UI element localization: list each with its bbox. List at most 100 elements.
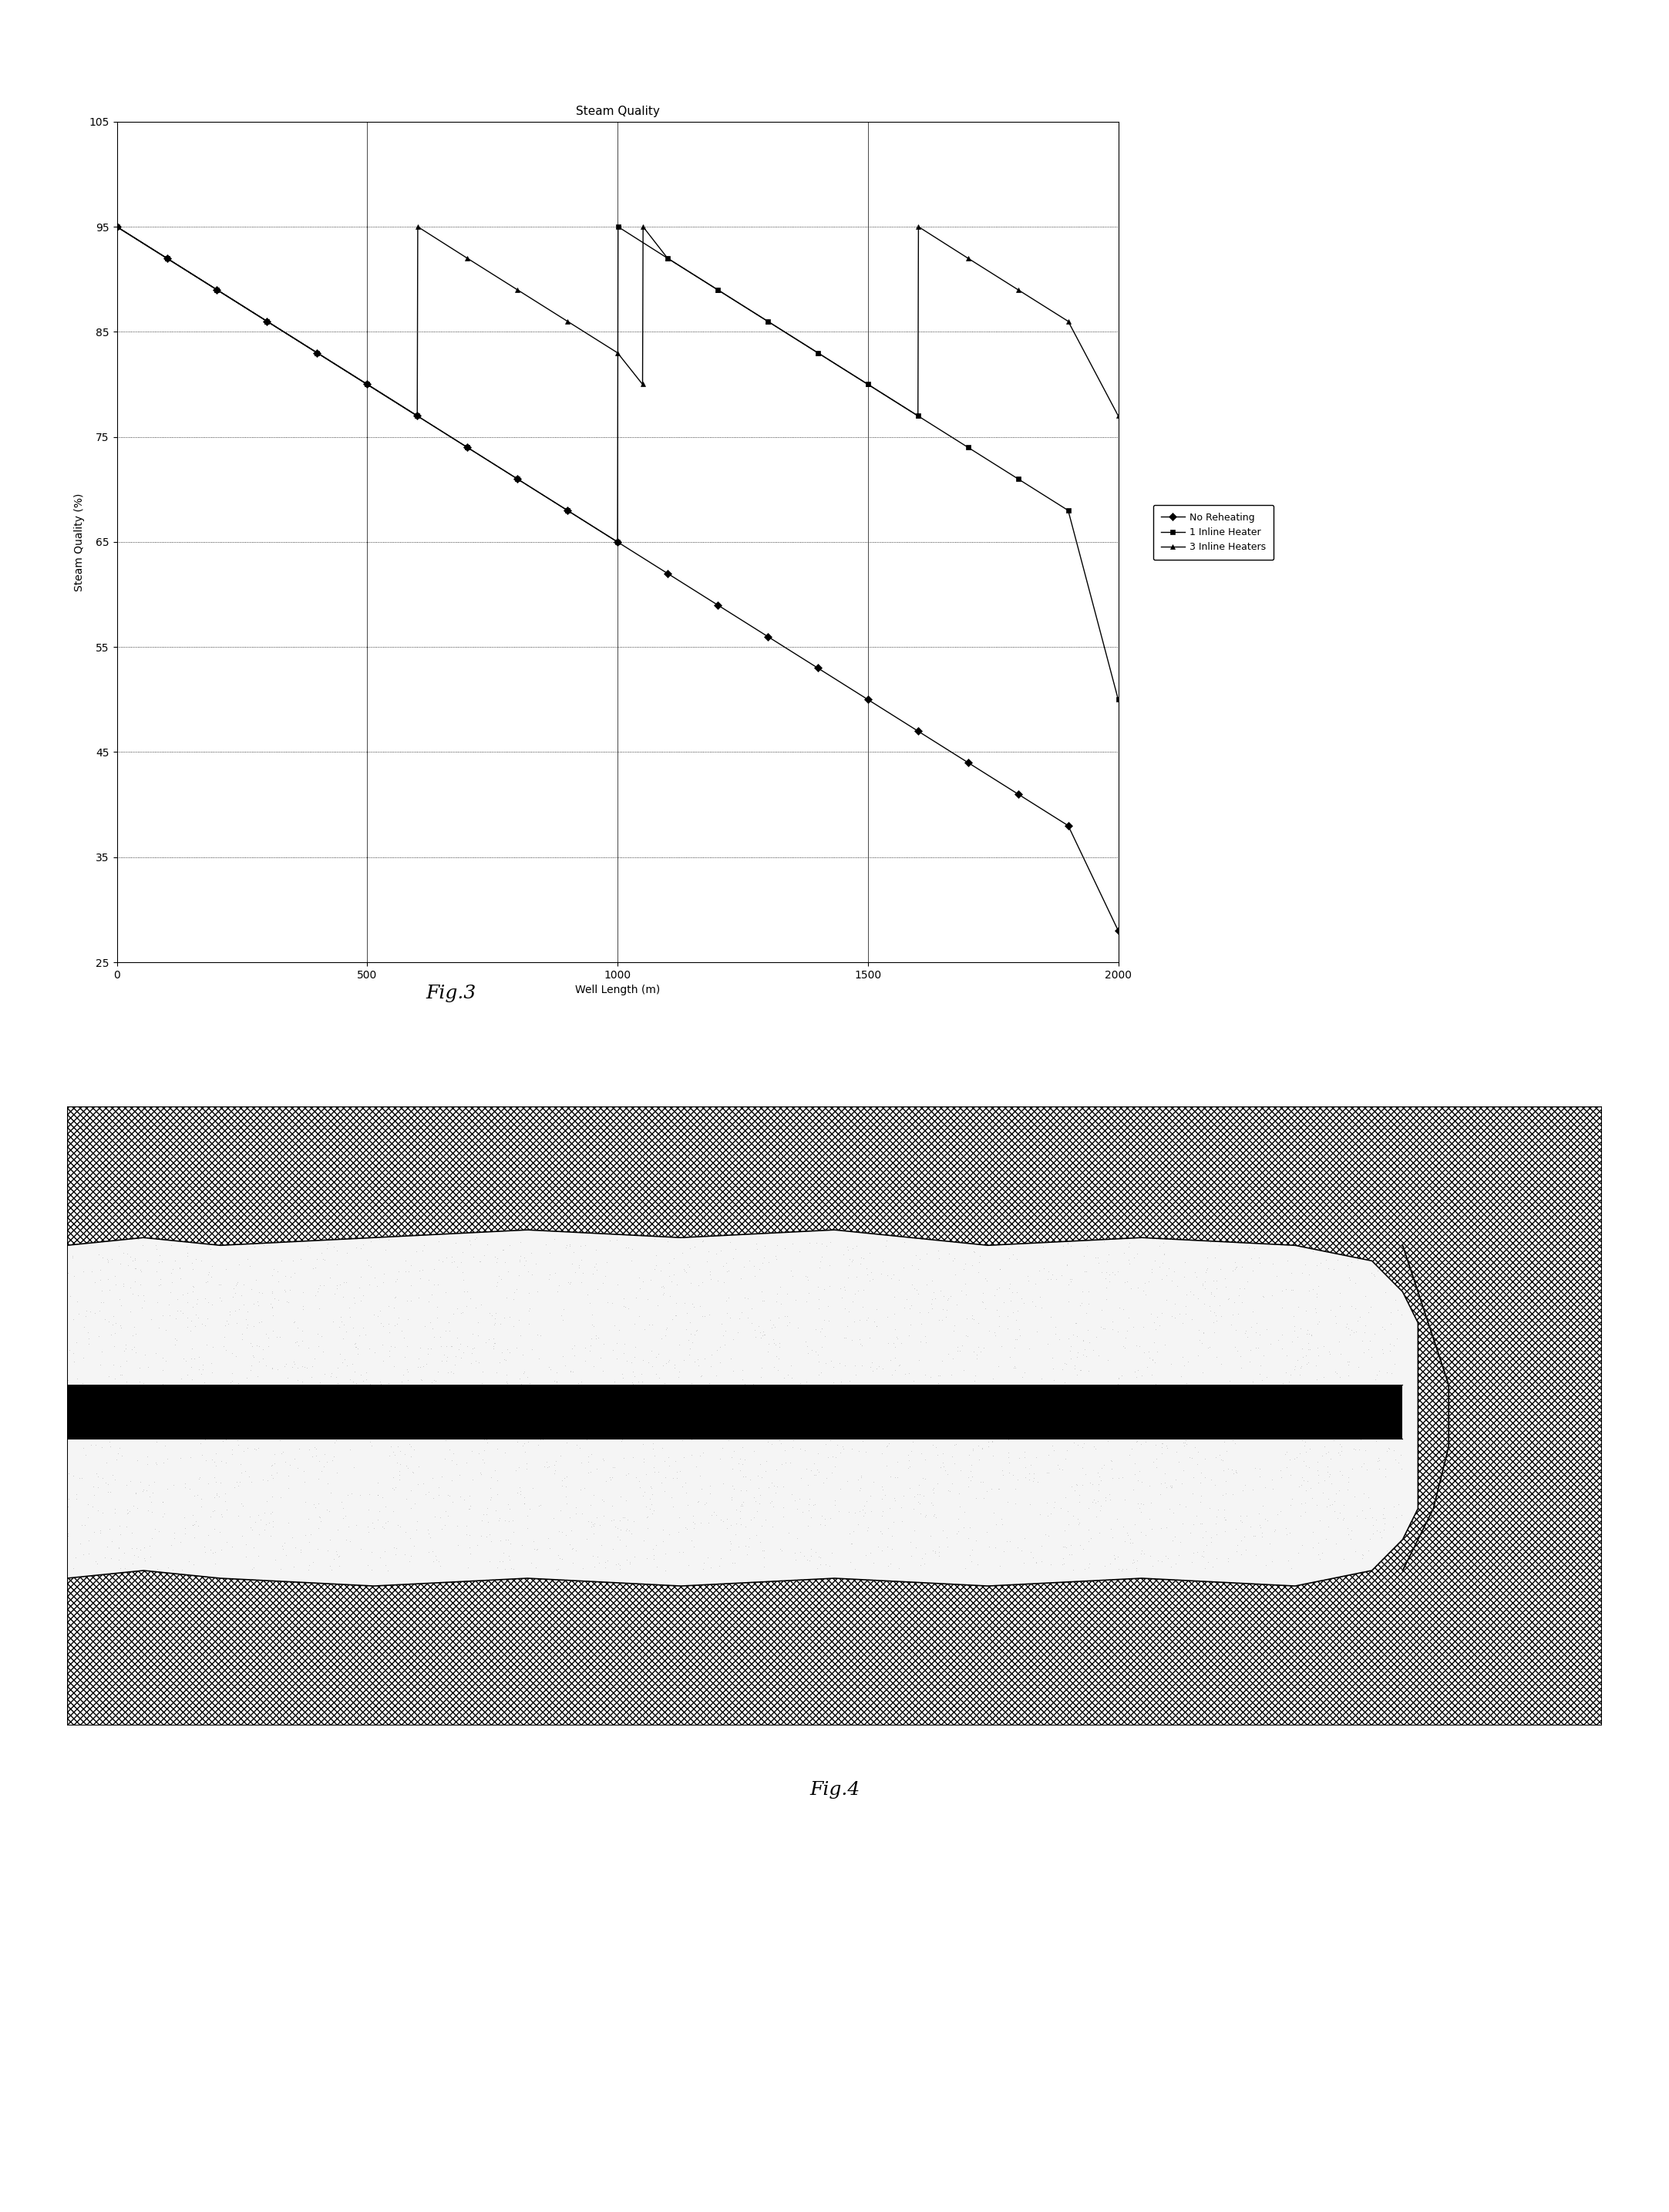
Point [484,1431,511,1467]
Point [240,1405,267,1440]
Point [958,1533,985,1568]
Point [270,1531,297,1566]
Point [392,1482,419,1517]
Point [1337,1380,1364,1416]
Point [1080,1482,1107,1517]
Point [891,1394,918,1429]
Point [1350,1537,1377,1573]
Point [1288,1338,1315,1374]
Point [381,1460,407,1495]
Point [100,1298,127,1334]
Point [1058,1340,1085,1376]
Point [773,1444,799,1480]
Point [1180,1460,1207,1495]
Point [1365,1451,1392,1486]
Point [1028,1360,1055,1396]
Point [890,1369,916,1405]
Point [441,1356,467,1391]
Point [145,1513,172,1548]
Point [819,1365,846,1400]
Point [434,1391,461,1427]
Point [623,1396,649,1431]
Point [355,1248,382,1283]
Point [62,1540,88,1575]
Point [320,1438,347,1473]
Point [1058,1537,1085,1573]
Point [786,1234,813,1270]
Point [416,1283,442,1318]
Point [753,1444,779,1480]
Point [394,1354,421,1389]
Point [1028,1544,1055,1579]
Point [529,1422,556,1458]
Point [921,1498,948,1533]
Point [1222,1425,1248,1460]
Point [1364,1422,1390,1458]
Point [145,1267,172,1303]
Point [629,1389,656,1425]
Point [362,1411,389,1447]
Point [1051,1528,1078,1564]
Point [1145,1542,1172,1577]
Point [1222,1389,1248,1425]
Point [469,1502,496,1537]
Point [118,1276,145,1312]
Point [267,1480,294,1515]
No Reheating [307,341,327,367]
Point [491,1343,517,1378]
Point [748,1478,774,1513]
Y-axis label: Steam Quality (%): Steam Quality (%) [73,493,85,591]
Point [122,1250,149,1285]
Point [764,1301,791,1336]
Point [850,1425,876,1460]
Point [295,1329,322,1365]
Point [1045,1447,1071,1482]
Point [199,1442,225,1478]
1 Inline Heater [457,434,477,460]
Point [1041,1310,1068,1345]
Point [257,1449,284,1484]
Point [63,1478,90,1513]
Point [1158,1347,1185,1382]
Point [557,1228,584,1263]
Point [456,1528,482,1564]
Point [674,1548,701,1584]
Point [883,1321,910,1356]
Point [70,1537,97,1573]
Point [142,1511,169,1546]
Point [541,1363,567,1398]
Point [582,1318,609,1354]
Point [379,1471,406,1506]
Point [239,1394,265,1429]
Point [831,1321,858,1356]
Point [265,1263,292,1298]
Point [72,1509,98,1544]
Point [1258,1279,1285,1314]
Point [242,1431,269,1467]
Point [1252,1548,1278,1584]
Point [179,1332,205,1367]
Point [1215,1542,1242,1577]
Point [641,1221,668,1256]
Point [751,1228,778,1263]
Point [167,1250,194,1285]
Point [499,1513,526,1548]
Point [716,1223,743,1259]
Point [1023,1440,1050,1475]
Point [1070,1338,1097,1374]
Point [414,1405,441,1440]
Point [581,1250,608,1285]
Point [784,1520,811,1555]
Point [824,1427,851,1462]
Point [506,1360,532,1396]
Point [781,1482,808,1517]
Point [1227,1498,1253,1533]
Point [1334,1305,1360,1340]
Point [439,1462,466,1498]
Point [821,1482,848,1517]
Point [150,1484,177,1520]
Point [1220,1475,1247,1511]
Point [569,1256,596,1292]
Point [1088,1391,1115,1427]
Point [1360,1506,1387,1542]
